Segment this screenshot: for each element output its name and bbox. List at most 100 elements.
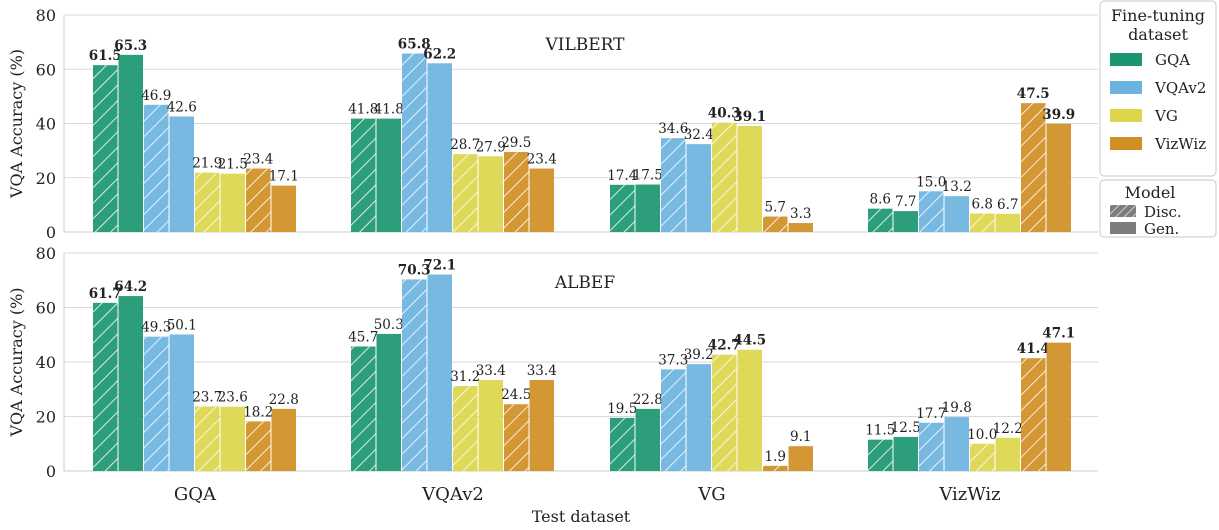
bar-gqa-gen [893,211,918,232]
bar-hatch [970,213,995,232]
bar-hatch [93,302,118,471]
bar-gqa-gen [635,184,660,232]
data-label: 32.4 [684,127,714,143]
legend-title: Fine-tuning [1111,6,1205,25]
data-label: 33.4 [476,363,506,379]
legend-label: VQAv2 [1154,79,1206,97]
data-label: 39.2 [684,347,714,363]
bar-hatch [919,422,944,471]
data-label: 41.4 [1017,341,1050,357]
y-tick-label: 60 [36,60,56,79]
data-label: 37.3 [658,352,688,368]
data-label: 10.0 [967,427,997,443]
bar-vqav2-gen [169,334,194,471]
bar-gqa-gen [893,436,918,471]
data-label: 50.3 [374,317,404,333]
data-label: 9.1 [790,429,811,445]
bar-hatch [504,404,529,471]
bar-gqa-gen [376,118,401,232]
bar-hatch [402,53,427,232]
bar-vqav2-gen [169,116,194,232]
x-tick-label: VG [697,484,725,505]
data-label: 21.9 [192,156,222,172]
data-label: 72.1 [423,258,456,274]
legend-label: VizWiz [1154,135,1206,153]
y-tick-label: 0 [46,462,56,481]
data-label: 11.5 [865,423,895,439]
data-label: 23.4 [527,152,557,168]
bar-vizwiz-gen [271,408,296,471]
data-label: 22.8 [633,392,663,408]
data-label: 40.3 [708,106,741,122]
legend-swatch-vg [1110,109,1142,122]
y-axis-label: VQA Accuracy (%) [7,49,26,199]
data-label: 46.9 [141,88,171,104]
data-label: 23.4 [243,152,273,168]
bar-vg-gen [737,349,762,471]
y-tick-label: 20 [36,408,56,427]
data-label: 45.7 [348,329,378,345]
bar-vizwiz-gen [271,185,296,232]
data-label: 21.5 [218,157,248,173]
legend-label: Gen. [1144,220,1179,238]
legend-hatch [1110,205,1136,217]
bar-hatch [763,216,788,232]
bar-hatch [351,346,376,471]
bar-vqav2-gen [944,417,969,471]
legend-label: VG [1154,107,1178,125]
data-label: 13.2 [942,179,972,195]
data-label: 50.1 [167,317,197,333]
data-label: 1.9 [765,449,786,465]
bar-vizwiz-gen [1046,123,1071,232]
bar-hatch [1021,103,1046,232]
y-tick-label: 80 [36,6,56,25]
data-label: 23.7 [192,389,222,405]
data-label: 65.3 [114,38,147,54]
bar-gqa-gen [376,333,401,471]
data-label: 17.4 [607,168,637,184]
data-label: 42.7 [708,338,741,354]
bar-hatch [661,369,686,471]
legend-title: Model [1125,183,1176,202]
bar-hatch [453,154,478,232]
data-label: 41.8 [374,102,404,118]
y-tick-label: 80 [36,244,56,263]
x-tick-label: VQAv2 [421,484,484,505]
panel-title: ALBEF [554,273,615,293]
legend-swatch-gqa [1110,53,1142,66]
panel-title: VILBERT [544,35,625,55]
bar-hatch [246,421,271,471]
data-label: 47.1 [1042,326,1075,342]
bar-vg-gen [478,379,503,471]
bar-vizwiz-gen [788,223,813,232]
bar-vizwiz-gen [529,168,554,232]
panel-albef: 0 20 40 60 80 VQA Accuracy (%) ALBEF 61.764.2 49… [7,244,1098,481]
bar-vg-gen [995,213,1020,232]
bar-hatch [1021,358,1046,471]
data-label: 17.1 [269,169,299,185]
data-label: 34.6 [658,121,688,137]
data-label: 27.9 [476,139,506,155]
data-label: 41.8 [348,102,378,118]
bar-gqa-gen [635,408,660,471]
data-label: 61.7 [89,286,122,302]
legend-box [1099,0,1217,177]
data-label: 23.6 [218,390,248,406]
bar-hatch [661,138,686,232]
data-label: 47.5 [1017,86,1050,102]
bar-vg-gen [220,173,245,232]
legend-swatch-vizwiz [1110,137,1142,150]
data-label: 8.6 [870,192,891,208]
legend-swatch-vqav2 [1110,81,1142,94]
data-label: 24.5 [501,387,531,403]
bar-vg-gen [737,125,762,232]
data-label: 6.8 [972,197,993,213]
bar-hatch [868,439,893,471]
bar-hatch [712,122,737,232]
data-label: 39.1 [733,109,766,125]
bar-vg-gen [478,156,503,232]
data-label: 49.3 [141,320,171,336]
bar-hatch [453,385,478,471]
data-label: 44.5 [733,333,766,349]
